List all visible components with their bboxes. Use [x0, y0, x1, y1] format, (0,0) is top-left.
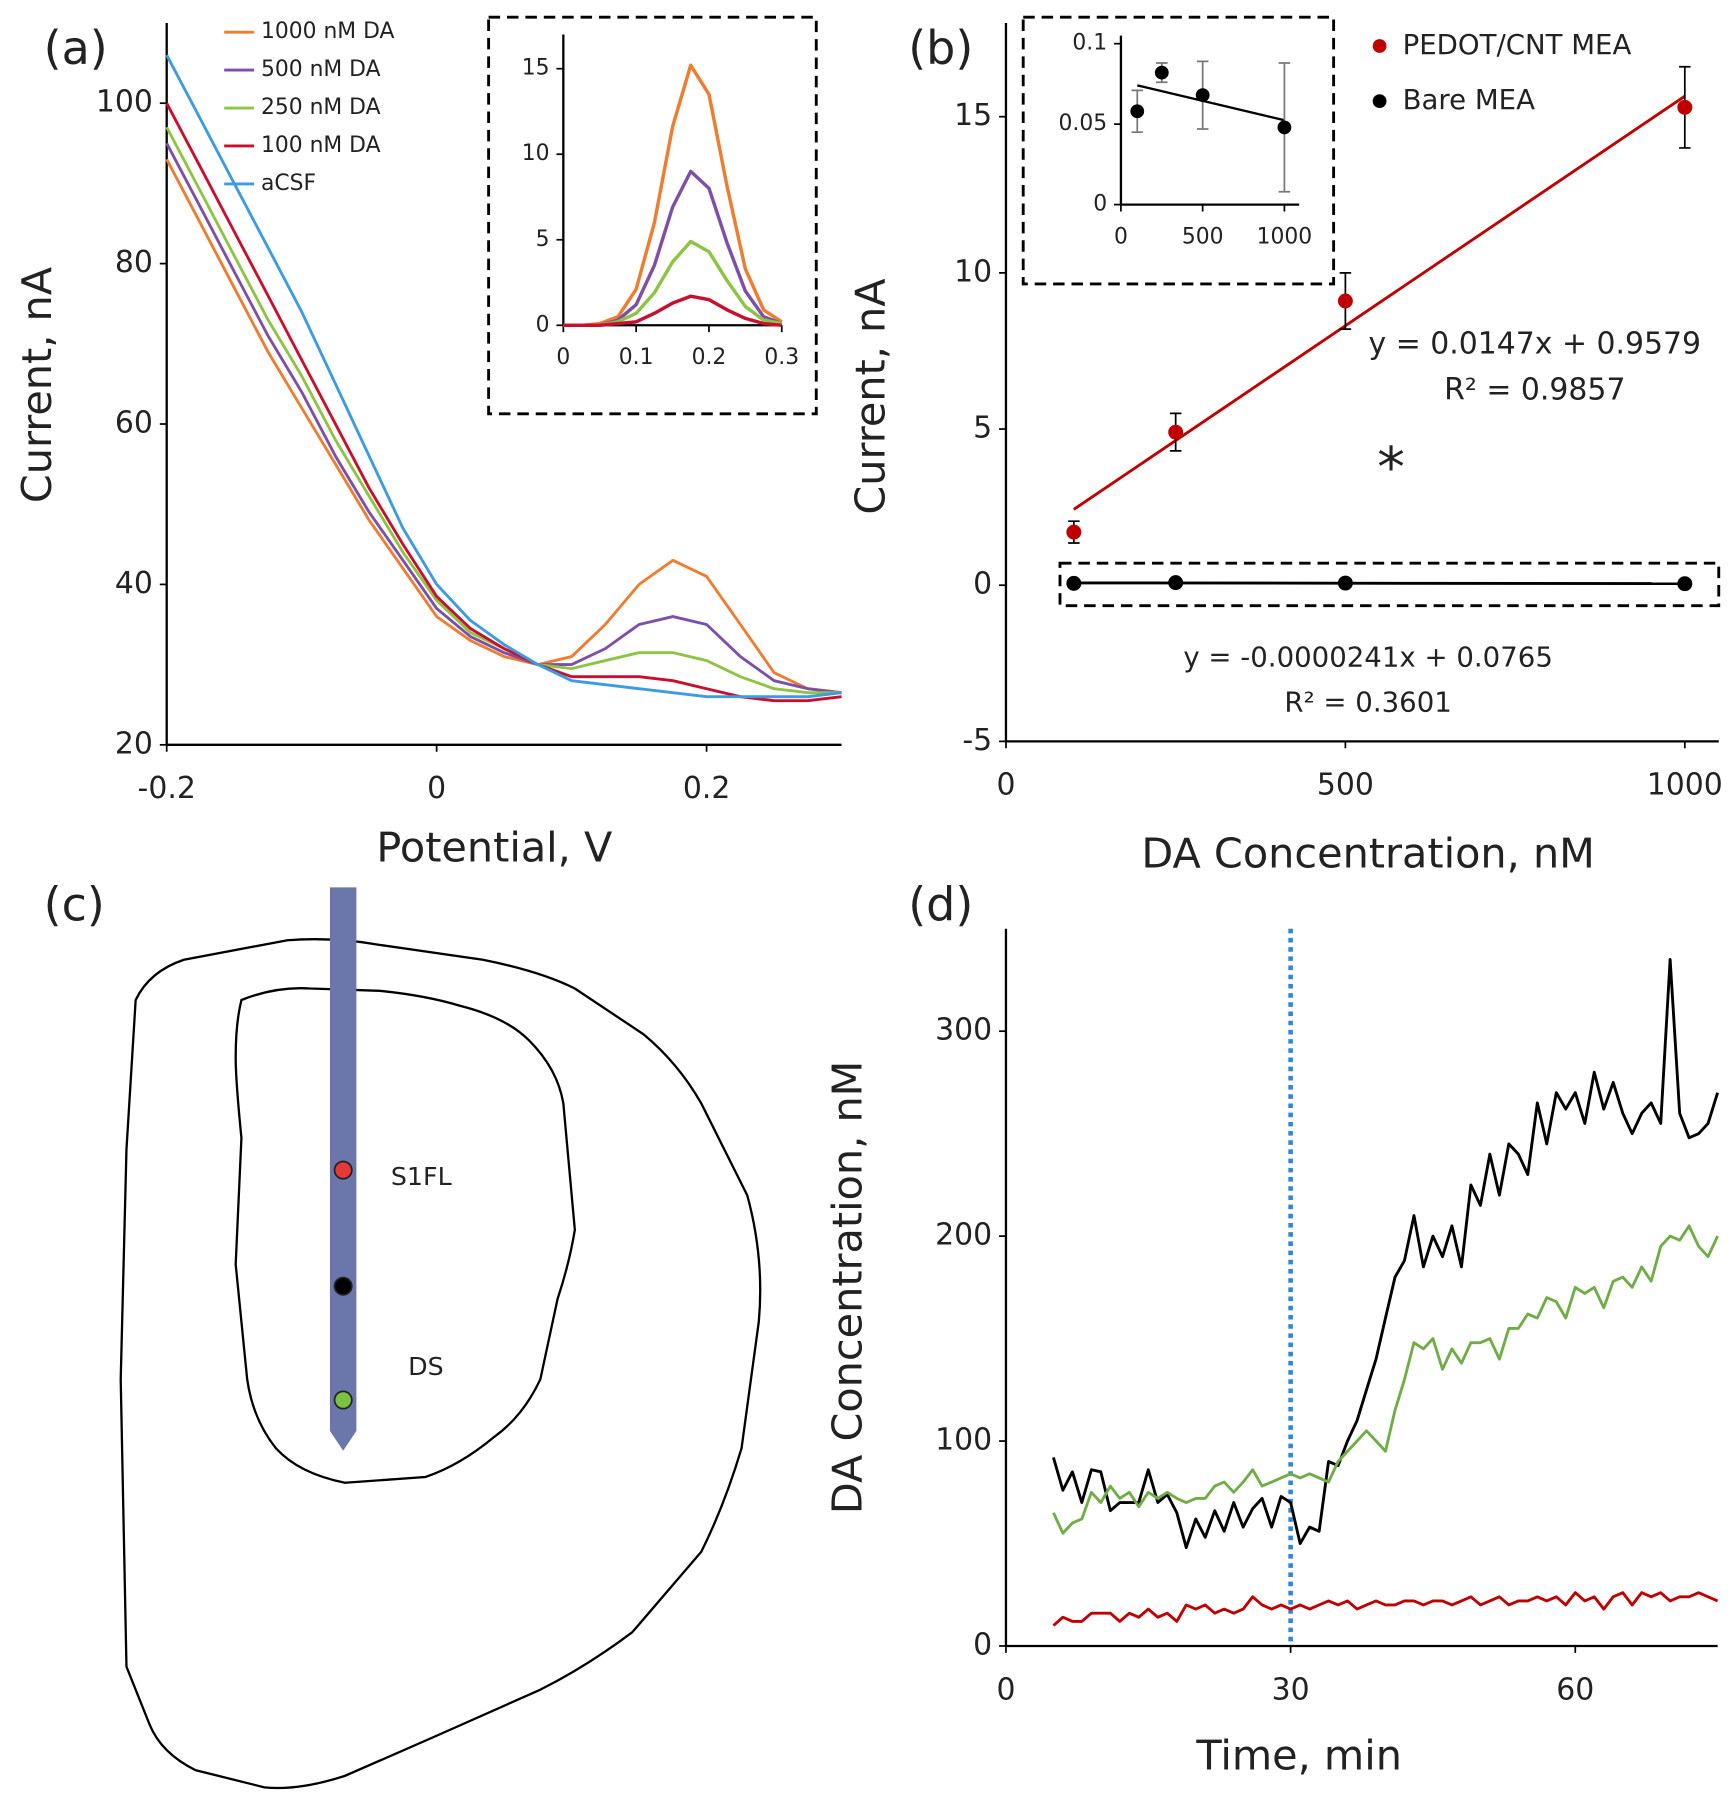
x-tick-label: 500	[1182, 224, 1224, 249]
data-point	[1677, 99, 1693, 115]
x-tick-label: 60	[1556, 1672, 1594, 1707]
data-point	[1168, 575, 1184, 591]
electrode-site	[333, 1160, 353, 1180]
annotation: *	[1377, 436, 1405, 500]
y-axis-label: Current, nA	[847, 278, 895, 514]
x-axis-label: Time, min	[1195, 1732, 1402, 1780]
y-tick-label: 80	[115, 245, 153, 280]
data-point	[1154, 65, 1169, 80]
inset-frame	[487, 15, 818, 416]
x-tick-label: 0	[1114, 224, 1128, 249]
y-tick-label: 300	[935, 1013, 992, 1048]
data-point	[1195, 88, 1210, 103]
y-tick-label: 20	[115, 726, 153, 761]
x-tick-label: 30	[1272, 1672, 1310, 1707]
series-line	[165, 102, 842, 703]
legend-label: 100 nM DA	[261, 133, 381, 158]
legend-label: 250 nM DA	[261, 95, 381, 120]
trendline	[1073, 581, 1685, 586]
x-tick-label: 500	[1317, 768, 1374, 803]
panel-label: (b)	[908, 21, 973, 75]
y-tick-label: 200	[935, 1218, 992, 1253]
highlight-frame	[1058, 561, 1721, 608]
legend-label: 500 nM DA	[261, 57, 381, 82]
electrode-site	[333, 1390, 353, 1410]
y-tick-label: 100	[96, 85, 153, 120]
panel-label: (d)	[908, 878, 973, 932]
panel-label: (c)	[44, 878, 105, 932]
y-tick-label: 10	[522, 141, 550, 166]
y-tick-label: 100	[935, 1423, 992, 1458]
y-tick-label: 0.05	[1059, 111, 1108, 136]
legend-label: Bare MEA	[1403, 83, 1536, 116]
annotation: y = -0.0000241x + 0.0765	[1183, 641, 1553, 674]
x-tick-label: 1000	[1647, 768, 1723, 803]
series-line	[165, 142, 842, 695]
series-line	[563, 294, 782, 328]
y-tick-label: 10	[954, 254, 992, 289]
series-line	[165, 54, 842, 699]
series-line	[1052, 1224, 1719, 1535]
y-tick-label: 15	[954, 98, 992, 133]
electrode-site	[333, 1276, 353, 1296]
series-line	[165, 126, 842, 695]
x-axis-label: DA Concentration, nM	[1141, 829, 1595, 877]
region-label: DS	[408, 1352, 444, 1381]
series-line	[165, 158, 842, 695]
annotation: R² = 0.3601	[1284, 685, 1451, 718]
y-tick-label: -5	[962, 723, 992, 758]
data-point	[1168, 424, 1184, 440]
y-axis-label: Current, nA	[13, 267, 61, 503]
y-tick-label: 5	[536, 227, 550, 252]
data-point	[1677, 576, 1693, 592]
legend-swatch	[1372, 39, 1387, 53]
x-tick-label: 0	[996, 1672, 1015, 1707]
y-tick-label: 15	[522, 56, 550, 81]
data-point	[1066, 575, 1082, 591]
x-tick-label: 0.2	[683, 771, 731, 806]
x-tick-label: 0	[556, 345, 570, 370]
y-axis-label: DA Concentration, nM	[824, 1061, 872, 1514]
legend-label: 1000 nM DA	[261, 19, 395, 44]
y-tick-label: 0	[973, 1627, 992, 1662]
legend-label: PEDOT/CNT MEA	[1403, 28, 1632, 61]
y-tick-label: 40	[115, 566, 153, 601]
legend-swatch	[1372, 94, 1387, 109]
x-axis-label: Potential, V	[376, 824, 612, 872]
panel-label: (a)	[44, 21, 108, 75]
x-tick-label: 0	[427, 771, 446, 806]
x-tick-label: 0.3	[764, 345, 799, 370]
region-label: S1FL	[391, 1162, 452, 1191]
y-tick-label: 0	[973, 567, 992, 602]
y-tick-label: 0	[536, 312, 550, 337]
trendline	[1137, 84, 1285, 122]
data-point	[1130, 104, 1145, 119]
brain-diagram: S1FL DS (c)	[44, 878, 762, 1790]
y-tick-label: 5	[973, 411, 992, 446]
x-tick-label: 0	[996, 768, 1015, 803]
series-line	[563, 239, 783, 328]
annotation: R² = 0.9857	[1444, 372, 1625, 407]
data-point	[1066, 524, 1082, 540]
legend-label: aCSF	[261, 171, 316, 196]
annotation: y = 0.0147x + 0.9579	[1369, 326, 1702, 361]
x-tick-label: 0.2	[692, 345, 727, 370]
x-tick-label: -0.2	[138, 771, 196, 806]
data-point	[1277, 120, 1292, 135]
inner-outline	[234, 987, 576, 1484]
data-point	[1337, 575, 1353, 591]
y-tick-label: 0.1	[1072, 31, 1107, 56]
x-tick-label: 0.1	[619, 345, 654, 370]
series-line	[1052, 957, 1719, 1550]
series-line	[1052, 1591, 1719, 1627]
y-tick-label: 0	[1093, 192, 1107, 217]
y-tick-label: 60	[115, 406, 153, 441]
series-line	[563, 63, 783, 328]
inset-frame	[1021, 15, 1336, 286]
data-point	[1337, 293, 1353, 309]
x-tick-label: 1000	[1257, 224, 1313, 249]
